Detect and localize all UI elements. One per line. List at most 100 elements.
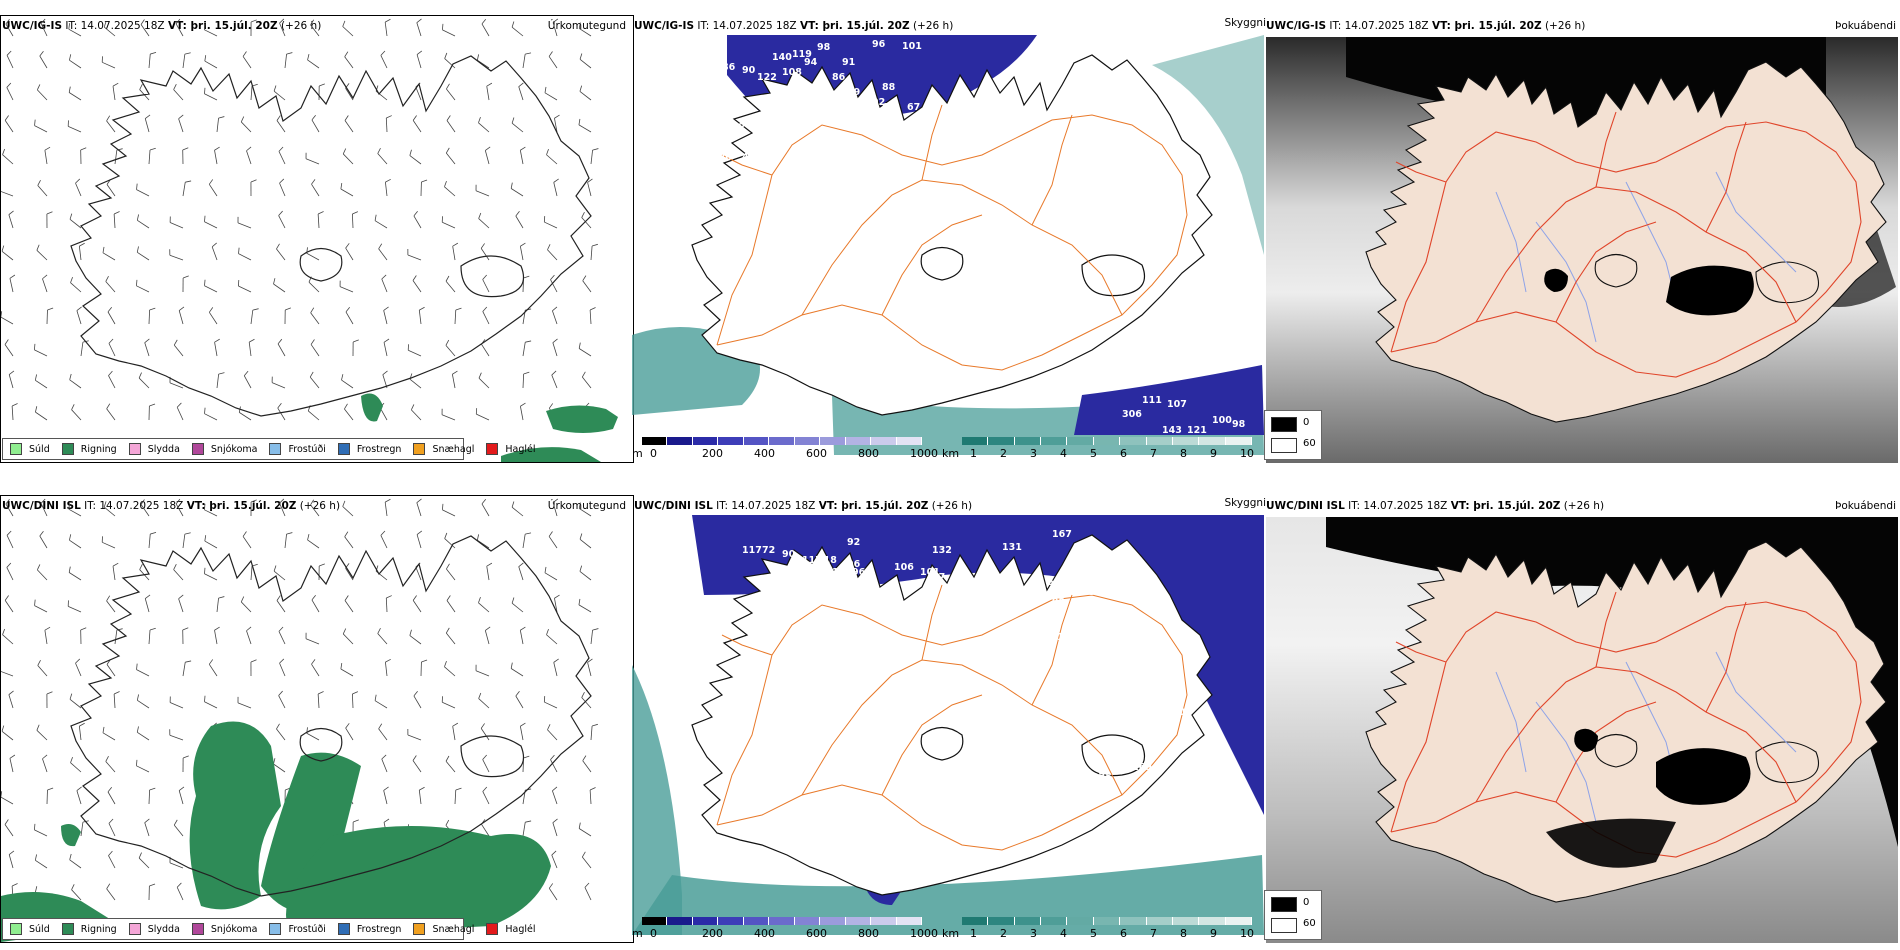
wind-barb [409,378,422,389]
wind-barb [579,58,592,69]
wind-barb [552,342,558,357]
visibility-colorbar-swatches [962,917,1252,925]
wind-barb [442,29,456,37]
wind-barb [75,182,82,197]
wind-barb-flag [102,246,105,253]
wind-barb [242,536,252,549]
wind-barb [208,312,218,325]
wind-barb-flag [68,86,71,93]
wind-barb-flag [587,658,593,663]
wind-barb-flag [150,52,157,55]
colorbar-swatch [642,917,668,925]
wind-barb-flag [69,373,72,380]
wind-barb [102,732,116,741]
wind-barb-flag [546,148,549,155]
wind-barb-flag [410,404,415,411]
wind-barb-flag [8,370,15,375]
wind-barb-flag [412,275,417,281]
wind-barb-flag [579,85,583,92]
wind-barb-flag [149,147,156,151]
wind-barb [114,630,118,645]
ceiling-value-label: 117 [1132,732,1152,743]
wind-barb-flag [35,886,38,893]
wind-barb [178,310,184,325]
colorbar-tick: 7 [1150,447,1157,460]
legend-label: Frostregn [356,923,402,935]
ceiling-value-label: 68 [1097,785,1111,796]
colorbar-swatch [642,437,668,445]
wind-barb-flag [381,274,387,280]
wind-barb [35,411,48,421]
wind-barb-flag [214,626,220,631]
wind-barb [169,862,184,869]
wind-barb-flag [69,693,73,700]
wind-barb-flag [249,338,255,343]
wind-barb [204,285,218,293]
wind-barb [305,638,320,645]
wind-barb-flag [416,18,422,23]
wind-barb-flag [8,690,14,695]
wind-barb-flag [520,626,526,631]
wind-barb [522,342,526,357]
colorbar-swatch [1093,917,1121,925]
ceiling-value-label: 132 [932,545,952,556]
wind-barb [584,887,592,901]
ceiling-value-label: 141 [962,237,982,248]
wind-barb-flag [242,531,247,537]
ceiling-value-label: 90 [742,65,756,76]
wind-barb-flag [243,370,249,376]
wind-barb-flag [578,118,581,125]
wind-barb-flag [39,531,44,537]
ceiling-value-label: 131 [1102,587,1122,598]
ceiling-value-label: 135 [1082,587,1102,598]
rain-patch [361,393,383,422]
wind-barb-flag [185,180,192,183]
fog-legend-swatch [1271,438,1297,453]
colorbar-swatch [962,917,989,925]
wind-barb [69,379,82,389]
wind-barb-flag [185,660,192,663]
wind-barb [144,342,150,357]
wind-barb [137,219,150,229]
legend-item-frostúði: Frostúði [269,923,326,935]
wind-barb-flag [149,403,156,407]
wind-barb-flag [520,722,526,727]
legend-swatch [413,923,426,935]
ceiling-area [1074,365,1264,435]
wind-barb-flag [278,146,284,152]
wind-barb [204,573,218,581]
wind-barb [548,536,558,549]
wind-barb-flag [518,562,524,567]
wind-barb-flag [485,626,491,631]
wind-barb-flag [44,146,51,151]
wind-barb-flag [5,498,10,505]
valid-label: VT: [1431,20,1451,32]
colorbar-tick: 1 [970,447,977,460]
colorbar-swatch [1067,437,1094,445]
precip-map-svg [1,18,618,462]
wind-barb [35,859,48,869]
wind-barb-flag [11,883,18,887]
wind-barb [112,566,116,581]
wind-barb [310,312,320,325]
visibility-unit: km [942,927,960,940]
ceiling-value-label: 89 [847,87,860,98]
ceiling-value-label: 97 [1102,647,1115,658]
panel-title: UWC/DINI ISL IT: 14.07.2025 18Z VT: þri.… [634,500,972,512]
wind-barb [34,605,48,613]
wind-barb [411,409,422,421]
wind-barb [445,632,456,645]
wind-barb [311,663,320,677]
wind-barb-flag [445,275,450,282]
fog-legend-swatch [1271,897,1297,912]
model-name: UWC/IG-IS [2,20,63,32]
colorbar-tick: 4 [1060,447,1067,460]
colorbar-tick: 8 [1180,927,1187,940]
wind-barb-flag [40,18,46,24]
map-frame [0,15,634,463]
wind-barb-flag [480,243,485,249]
colorbar-swatch [743,917,770,925]
colorbar-swatch [769,437,795,445]
panel-fog-igis: UWC/IG-IS IT: 14.07.2025 18Z VT: þri. 15… [1264,15,1900,463]
wind-barb [240,121,252,133]
